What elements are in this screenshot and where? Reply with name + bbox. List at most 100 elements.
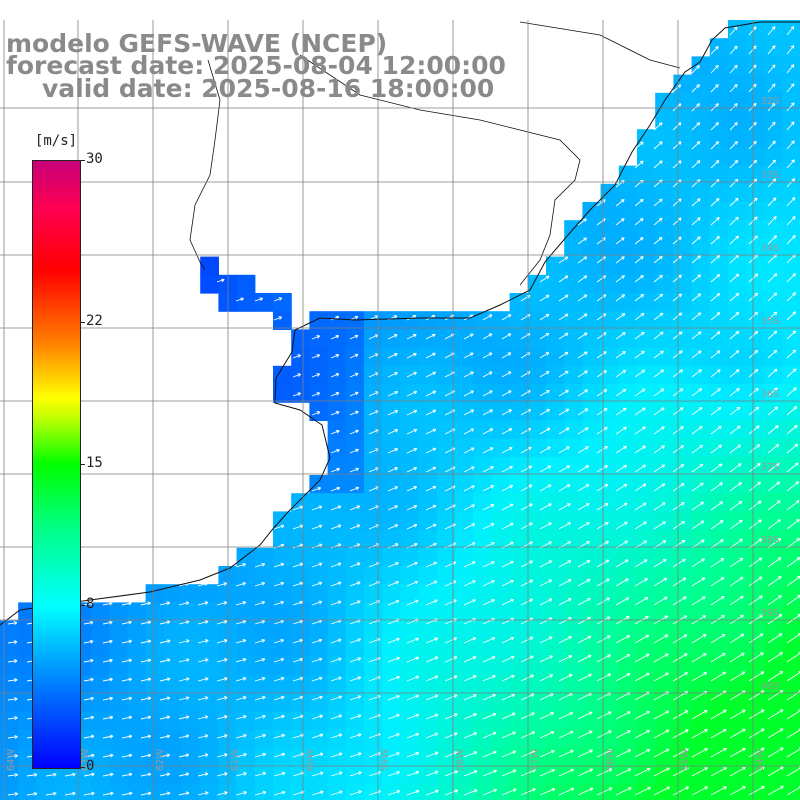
- wind-speed-cell: [564, 365, 583, 385]
- lat-label: 39S: [760, 608, 779, 619]
- wind-speed-cell: [236, 729, 256, 749]
- wind-arrow: [501, 674, 515, 682]
- wind-arrow: [501, 371, 512, 378]
- wind-speed-cell: [455, 784, 474, 800]
- wind-arrow: [691, 388, 703, 397]
- wind-speed-cell: [436, 784, 456, 800]
- wind-speed-cell: [254, 293, 274, 312]
- wind-arrow: [406, 371, 417, 378]
- wind-speed-cell: [782, 311, 800, 330]
- wind-speed-cell: [254, 657, 274, 676]
- wind-arrow: [387, 334, 398, 340]
- wind-speed-cell: [327, 475, 347, 494]
- wind-speed-cell: [382, 438, 401, 458]
- wind-speed-cell: [618, 274, 638, 294]
- wind-arrow: [729, 45, 738, 55]
- wind-arrow: [482, 788, 498, 796]
- wind-speed-cell: [491, 384, 511, 403]
- wind-speed-cell: [273, 529, 292, 549]
- wind-speed-cell: [291, 729, 310, 749]
- wind-speed-cell: [309, 620, 329, 640]
- wind-arrow: [786, 368, 797, 378]
- wind-arrow: [102, 601, 113, 606]
- wind-arrow: [501, 712, 516, 720]
- wind-speed-cell: [491, 475, 511, 494]
- wind-speed-cell: [509, 620, 529, 640]
- wind-speed-cell: [200, 711, 219, 731]
- wind-speed-cell: [455, 384, 474, 403]
- wind-arrow: [786, 709, 800, 720]
- wind-speed-cell: [400, 384, 420, 403]
- wind-speed-cell: [455, 547, 474, 567]
- wind-speed-cell: [291, 638, 310, 658]
- wind-arrow: [729, 633, 745, 644]
- wind-arrow: [558, 655, 573, 663]
- wind-arrow: [482, 769, 497, 777]
- wind-arrow: [7, 659, 18, 663]
- wind-speed-cell: [618, 420, 638, 440]
- wind-arrow: [786, 235, 796, 245]
- colorbar-tick-label: 22: [86, 312, 103, 329]
- wind-arrow: [786, 273, 796, 283]
- wind-arrow: [216, 791, 228, 796]
- wind-arrow: [710, 369, 721, 378]
- wind-speed-cell: [764, 711, 784, 731]
- wind-arrow: [577, 370, 588, 378]
- wind-arrow: [767, 633, 783, 644]
- wind-speed-cell: [618, 748, 638, 767]
- wind-arrow: [254, 297, 264, 302]
- wind-arrow: [501, 428, 513, 435]
- wind-speed-cell: [418, 402, 438, 421]
- wind-speed-cell: [582, 456, 602, 476]
- wind-speed-cell: [364, 584, 383, 603]
- wind-speed-cell: [200, 748, 219, 767]
- wind-arrow: [672, 160, 682, 169]
- wind-speed-cell: [782, 147, 800, 167]
- wind-speed-cell: [709, 584, 729, 603]
- wind-speed-cell: [309, 584, 329, 603]
- wind-speed-cell: [618, 329, 638, 349]
- wind-arrow: [64, 791, 76, 796]
- wind-speed-cell: [618, 220, 638, 239]
- wind-arrow: [235, 639, 247, 644]
- wind-speed-cell: [473, 384, 492, 403]
- wind-speed-cell: [709, 675, 729, 694]
- wind-arrow: [710, 122, 719, 131]
- wind-arrow: [292, 657, 304, 663]
- wind-speed-cell: [746, 111, 765, 130]
- wind-arrow: [653, 767, 670, 777]
- wind-arrow: [311, 335, 321, 340]
- wind-speed-cell: [691, 111, 711, 130]
- wind-arrow: [691, 331, 702, 340]
- wind-speed-cell: [728, 111, 747, 130]
- wind-speed-cell: [582, 547, 602, 567]
- wind-speed-cell: [728, 402, 747, 421]
- wind-arrow: [121, 601, 132, 606]
- wind-speed-cell: [546, 784, 565, 800]
- wind-speed-cell: [546, 475, 565, 494]
- wind-speed-cell: [746, 256, 765, 276]
- wind-speed-cell: [582, 402, 602, 421]
- wind-arrow: [83, 715, 95, 720]
- wind-arrow: [767, 785, 784, 796]
- wind-speed-cell: [109, 748, 128, 767]
- wind-speed-cell: [527, 329, 547, 349]
- wind-speed-cell: [582, 293, 602, 312]
- wind-arrow: [425, 751, 439, 758]
- wind-arrow: [729, 709, 746, 720]
- wind-speed-cell: [273, 547, 292, 567]
- wind-speed-cell: [0, 620, 19, 640]
- wind-arrow: [672, 710, 689, 720]
- wind-arrow: [330, 486, 341, 492]
- wind-arrow: [330, 771, 343, 777]
- wind-arrow: [786, 159, 795, 169]
- wind-arrow: [520, 560, 533, 568]
- wind-arrow: [767, 387, 778, 397]
- wind-arrow: [615, 369, 627, 378]
- wind-arrow: [653, 426, 665, 435]
- wind-speed-cell: [200, 620, 219, 640]
- wind-arrow: [121, 715, 133, 720]
- wind-arrow: [140, 658, 152, 663]
- wind-speed-cell: [145, 638, 165, 658]
- wind-arrow: [653, 672, 669, 682]
